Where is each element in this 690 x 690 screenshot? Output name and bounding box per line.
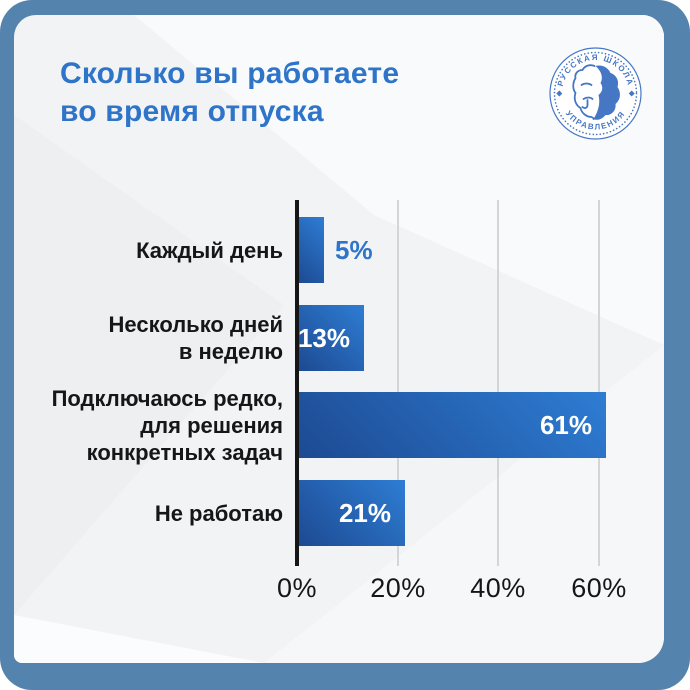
bar-rarely-specific-tasks: 61% xyxy=(299,392,606,458)
bar-value-label: 13% xyxy=(297,322,350,353)
bar-every-day xyxy=(299,217,324,283)
gridline-60 xyxy=(598,200,600,566)
x-axis-tick-label: 60% xyxy=(571,573,627,603)
category-label: Несколько дней в неделю xyxy=(108,312,283,364)
card: Сколько вы работаете во время отпуска РУ… xyxy=(14,15,664,663)
bar-value-label: 5% xyxy=(335,234,373,265)
bar-value-label: 21% xyxy=(338,497,391,528)
y-axis-line xyxy=(295,200,299,566)
x-axis-tick-label: 20% xyxy=(370,573,426,603)
category-label: Каждый день xyxy=(136,237,283,263)
page-title: Сколько вы работаете во время отпуска xyxy=(60,55,480,131)
logo-star-right-icon xyxy=(628,90,635,97)
background-texture xyxy=(14,15,664,663)
logo: РУССКАЯ ШКОЛА УПРАВЛЕНИЯ xyxy=(548,46,643,141)
bar-chart: Каждый день Несколько дней в неделю Подк… xyxy=(14,15,664,663)
gridline-20 xyxy=(397,200,399,566)
category-label: Не работаю xyxy=(154,500,283,526)
bar-dont-work: 21% xyxy=(299,480,405,546)
x-axis-tick-label: 40% xyxy=(470,573,526,603)
bar-several-days: 13% xyxy=(297,305,364,371)
page-title-line2: во время отпуска xyxy=(60,95,324,128)
category-label: Подключаюсь редко, для решения конкретны… xyxy=(51,385,283,465)
logo-outer-ring-icon xyxy=(549,47,642,140)
page-title-line1: Сколько вы работаете xyxy=(60,57,400,90)
x-axis-tick-label: 0% xyxy=(276,573,318,603)
bar-value-label: 61% xyxy=(539,409,592,440)
lion-icon xyxy=(572,64,620,120)
gridline-40 xyxy=(497,200,499,566)
logo-star-left-icon xyxy=(556,90,563,97)
logo-beaded-ring-icon xyxy=(553,51,638,136)
